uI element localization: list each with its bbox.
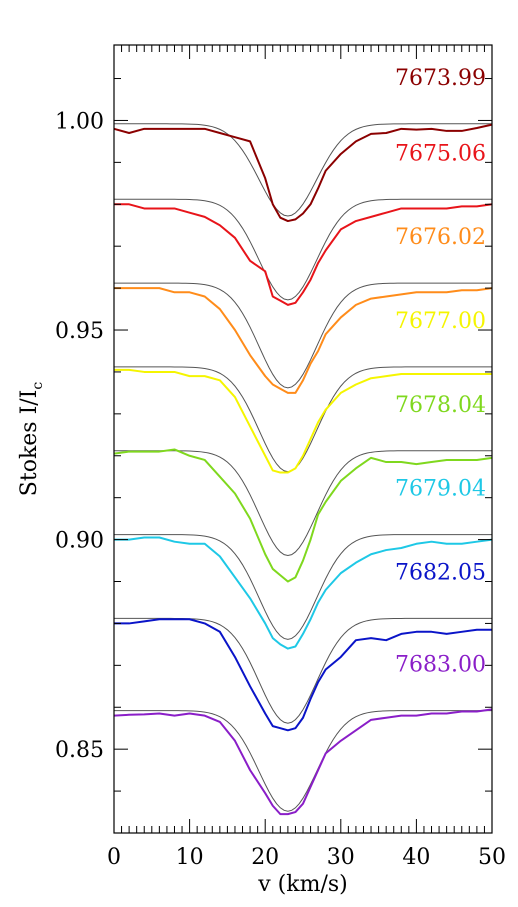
model-line-7675.06 [114,198,492,301]
series-label-7679.04: 7679.04 [395,477,486,502]
model-line-7679.04 [114,534,492,640]
observed-line-7676.02 [114,287,493,394]
y-tick-label: 0.95 [55,319,104,344]
series-labels: 7673.99 7675.06 7676.02 7677.00 7678.04 7679.… [395,66,486,678]
x-tick-label: 10 [176,845,204,870]
x-tick-label: 50 [478,845,506,870]
observed-line-7675.06 [114,203,493,306]
series-label-7673.99: 7673.99 [395,66,486,91]
x-tick-label: 20 [251,845,279,870]
x-tick-label: 40 [402,845,430,870]
x-tick-label: 30 [327,845,355,870]
y-axis-label-subscript: c [30,382,46,390]
y-tick-label: 1.00 [55,109,104,134]
y-axis-label: Stokes I/Ic [17,382,46,497]
model-line-7677.00 [114,366,492,473]
observed-line-7679.04 [114,536,493,650]
model-line-7683.00 [114,710,492,812]
profile-lines [113,123,493,816]
observed-line-7673.99 [113,123,493,223]
observed-line-7678.04 [113,448,493,583]
observed-line-7683.00 [113,708,493,816]
axis-ticks [113,45,493,834]
model-line-7676.02 [114,282,492,389]
series-label-7675.06: 7675.06 [395,141,486,166]
series-label-7676.02: 7676.02 [395,225,486,250]
tick-labels: 0 10 20 30 40 50 1.00 0.95 0.90 0.85 [55,109,506,870]
x-axis-label: v (km/s) [257,872,347,897]
observed-line-7677.00 [114,368,492,474]
y-axis-label-main: Stokes I/I [17,390,42,497]
series-label-7683.00: 7683.00 [395,653,486,678]
series-label-7682.05: 7682.05 [395,560,486,585]
series-label-7677.00: 7677.00 [395,309,486,334]
x-tick-label: 0 [107,845,121,870]
observed-line-7682.05 [114,618,492,732]
y-tick-label: 0.85 [55,738,104,763]
series-label-7678.04: 7678.04 [395,393,486,418]
y-tick-label: 0.90 [55,529,104,554]
model-line-7673.99 [114,123,492,217]
